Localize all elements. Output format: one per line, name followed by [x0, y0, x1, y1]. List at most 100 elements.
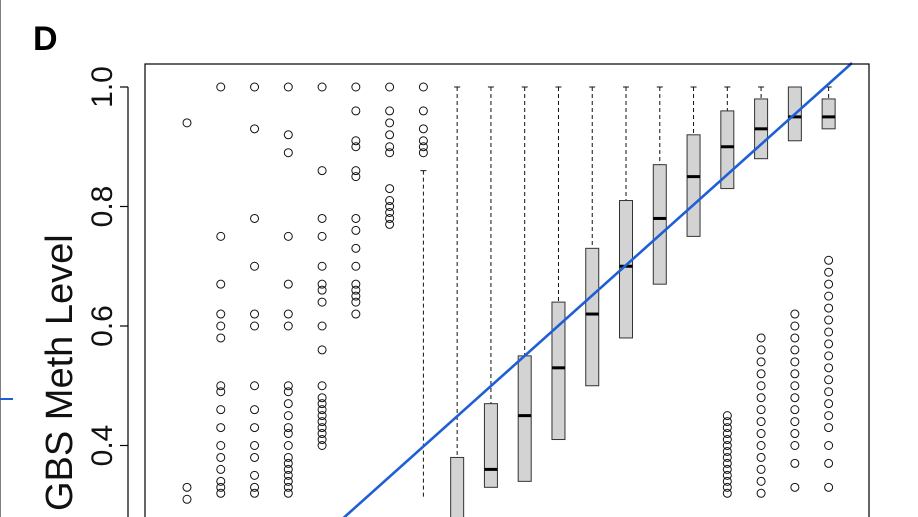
outlier-point — [250, 261, 260, 271]
outlier-point — [722, 488, 732, 498]
outlier-point — [351, 243, 361, 253]
outlier-point — [283, 148, 293, 158]
outlier-point — [790, 357, 800, 367]
outlier-point — [722, 452, 732, 462]
y-axis-label: GBS Meth Level — [39, 234, 81, 511]
outlier-point — [756, 393, 766, 403]
outlier-point — [824, 291, 834, 301]
outlier-point — [182, 118, 192, 128]
y-tick-label: 0.6 — [86, 305, 119, 347]
outlier-point — [216, 441, 226, 450]
boxes-layer — [182, 82, 836, 517]
outlier-point — [385, 106, 395, 116]
outlier-point — [283, 470, 293, 480]
outlier-point — [216, 333, 226, 343]
outlier-point — [283, 399, 293, 409]
box — [821, 98, 836, 130]
outlier-point — [216, 309, 226, 319]
box — [517, 355, 532, 482]
outlier-point — [351, 309, 361, 319]
outlier-point — [756, 369, 766, 379]
outlier-point — [317, 411, 327, 421]
outlier-point — [722, 458, 732, 468]
outlier-point — [250, 488, 260, 498]
outlier-point — [317, 441, 327, 450]
outlier-point — [756, 381, 766, 391]
outlier-point — [756, 333, 766, 343]
box — [483, 403, 498, 488]
outlier-point — [824, 363, 834, 373]
outlier-point — [283, 482, 293, 492]
outlier-point — [250, 452, 260, 462]
box — [551, 301, 566, 441]
outlier-point — [317, 285, 327, 295]
outlier-point — [824, 399, 834, 409]
outlier-point — [216, 405, 226, 415]
outlier-point — [317, 166, 327, 176]
outlier-point — [351, 82, 361, 92]
outlier-point — [790, 345, 800, 355]
outlier-point — [351, 285, 361, 295]
outlier-point — [418, 148, 428, 158]
outlier-point — [351, 261, 361, 271]
outlier-point — [418, 82, 428, 92]
outlier-point — [351, 225, 361, 235]
box — [652, 164, 667, 285]
outlier-point — [351, 136, 361, 146]
outlier-point — [216, 482, 226, 492]
plot-frame — [144, 63, 870, 517]
outlier-point — [722, 429, 732, 439]
outlier-point — [385, 82, 395, 92]
y-tick-label: 1.0 — [86, 66, 119, 108]
outlier-point — [216, 231, 226, 241]
outlier-point — [824, 423, 834, 433]
y-axis: 0.4 0.6 0.8 1.0 — [86, 66, 129, 517]
outlier-point — [283, 464, 293, 474]
outlier-point — [385, 219, 395, 229]
outlier-point — [824, 387, 834, 397]
outlier-point — [824, 267, 834, 277]
outlier-point — [722, 470, 732, 480]
outlier-point — [317, 279, 327, 289]
box — [619, 200, 634, 339]
outlier-point — [216, 279, 226, 289]
outlier-point — [790, 417, 800, 427]
outlier-point — [351, 166, 361, 176]
outlier-point — [317, 213, 327, 223]
outlier-point — [283, 279, 293, 289]
outlier-point — [317, 435, 327, 445]
box — [686, 134, 701, 237]
outlier-point — [722, 446, 732, 456]
outlier-point — [722, 464, 732, 474]
outlier-point — [317, 345, 327, 355]
outlier-point — [283, 387, 293, 397]
outlier-point — [824, 279, 834, 289]
outlier-point — [756, 464, 766, 474]
outlier-point — [250, 82, 260, 92]
outlier-point — [317, 321, 327, 331]
outlier-point — [351, 142, 361, 152]
outlier-point — [317, 417, 327, 427]
outlier-point — [790, 429, 800, 439]
outlier-point — [216, 488, 226, 498]
outlier-point — [790, 369, 800, 379]
outlier-point — [385, 213, 395, 223]
outlier-point — [216, 464, 226, 474]
outlier-point — [790, 381, 800, 391]
outlier-point — [283, 321, 293, 331]
outlier-point — [317, 231, 327, 241]
outlier-point — [756, 429, 766, 439]
outlier-point — [756, 488, 766, 498]
outlier-point — [250, 381, 260, 391]
outlier-point — [824, 315, 834, 325]
outlier-point — [216, 476, 226, 486]
outlier-point — [790, 309, 800, 319]
outlier-point — [790, 393, 800, 403]
outlier-point — [790, 333, 800, 343]
outlier-point — [317, 429, 327, 439]
box — [450, 456, 465, 517]
outlier-point — [283, 130, 293, 140]
outlier-point — [418, 142, 428, 152]
outlier-point — [351, 291, 361, 301]
outlier-point — [790, 482, 800, 492]
